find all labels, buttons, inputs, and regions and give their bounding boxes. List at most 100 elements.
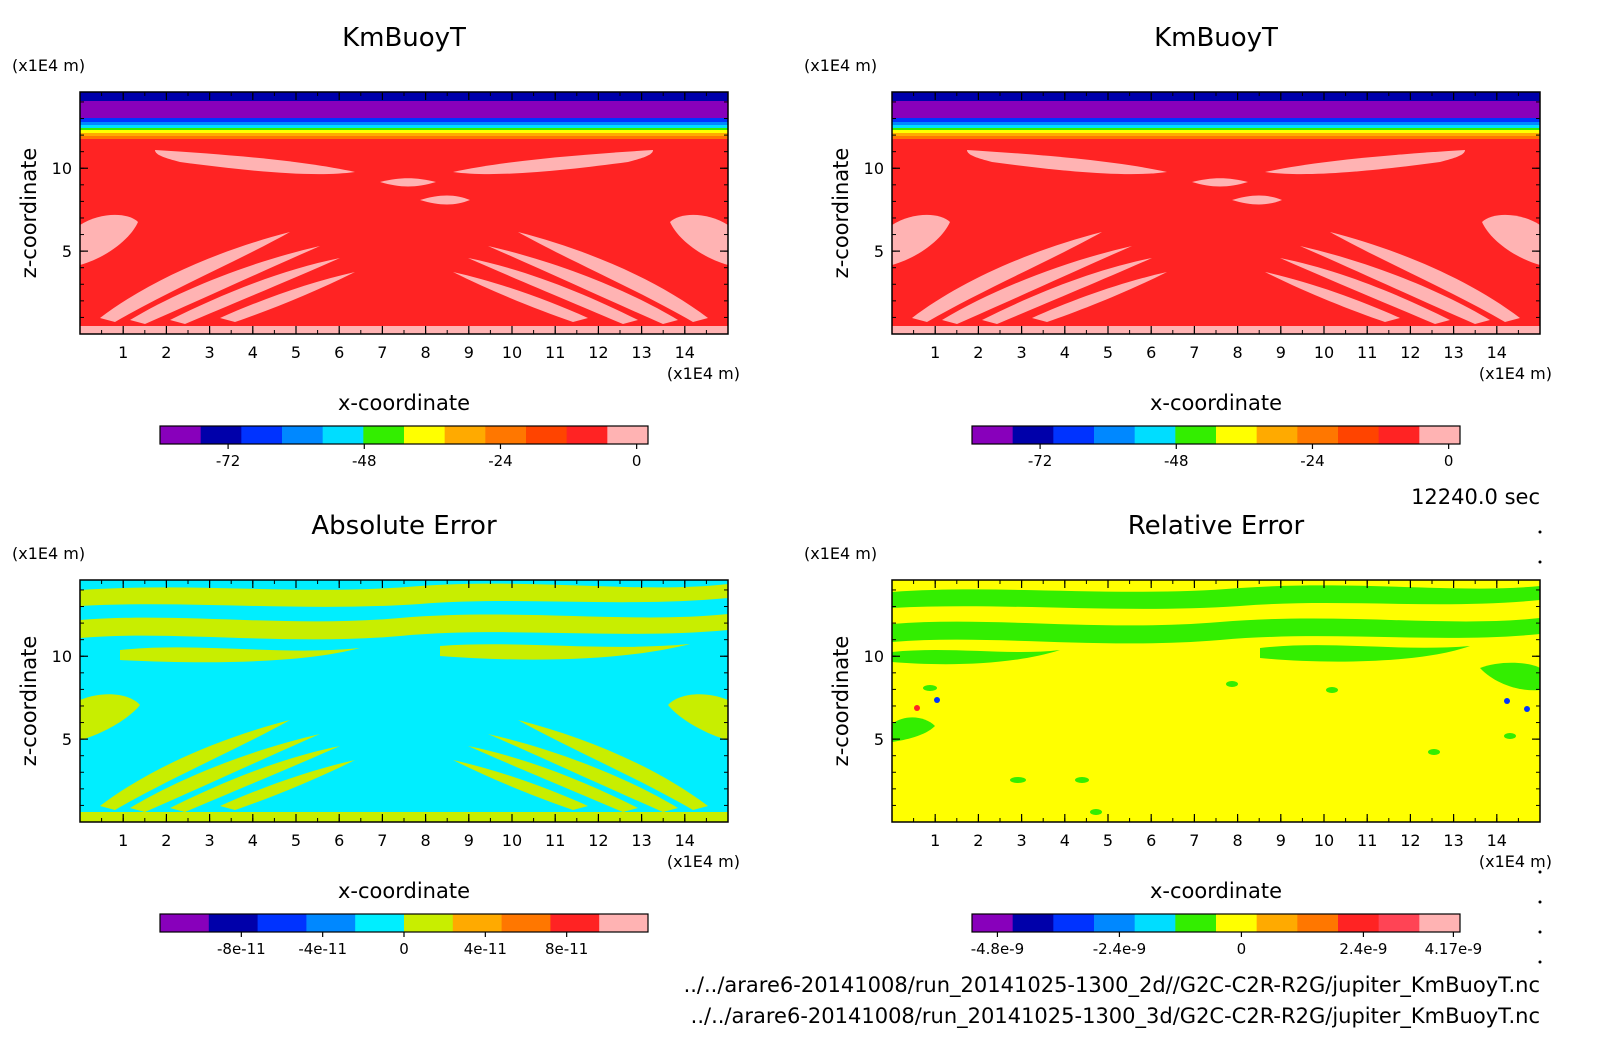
x-unit-label: (x1E4 m)	[1479, 852, 1552, 871]
x-tick-label: 7	[1189, 831, 1199, 850]
colorbar-segment	[322, 426, 364, 444]
x-tick-label: 7	[377, 343, 387, 362]
colorbar-segment	[1256, 914, 1298, 932]
colorbar-segment	[1297, 914, 1339, 932]
colorbar-segment	[444, 426, 486, 444]
x-tick-label: 6	[334, 831, 344, 850]
x-axis-ticks: 1 2 3 4 5 6 7 8 9 10 11 12 13 14	[913, 580, 1519, 850]
colorbar-segment	[257, 914, 307, 932]
colorbar-segment	[972, 426, 1014, 444]
x-tick-label: 13	[631, 831, 651, 850]
x-tick-label: 14	[1487, 831, 1507, 850]
colorbar: -72 -48 -24 0	[971, 425, 1461, 470]
colorbar-tick-label: -4.8e-9	[971, 940, 1024, 958]
y-axis-ticks: 5 10	[864, 589, 1540, 806]
colorbar-tick-label: 0	[1444, 452, 1454, 470]
x-tick-label: 13	[1443, 343, 1463, 362]
colorbar-tick-label: -2.4e-9	[1093, 940, 1146, 958]
y-axis-label: z-coordinate	[17, 636, 41, 767]
upper-bands	[892, 92, 1540, 139]
x-tick-label: 5	[291, 831, 301, 850]
y-tick-label: 10	[52, 647, 72, 666]
margin-dots	[1538, 530, 1542, 964]
x-tick-label: 12	[588, 343, 608, 362]
colorbar-segment	[404, 914, 454, 932]
x-tick-label: 2	[161, 343, 171, 362]
x-tick-label: 5	[291, 343, 301, 362]
y-tick-label: 5	[62, 242, 72, 261]
colorbar-tick-label: 2.4e-9	[1339, 940, 1387, 958]
colorbar-segment	[501, 914, 551, 932]
colorbar-segment	[160, 914, 210, 932]
green-structures	[892, 585, 1540, 815]
colorbar-segment	[200, 426, 242, 444]
colorbar-segment	[550, 914, 600, 932]
colorbar-segment	[160, 426, 202, 444]
y-axis-ticks: 5 10	[52, 101, 728, 318]
x-tick-label: 1	[118, 831, 128, 850]
x-axis-label: x-coordinate	[338, 879, 470, 903]
x-tick-label: 9	[464, 343, 474, 362]
panel-title: KmBuoyT	[342, 23, 466, 53]
colorbar-segment	[1419, 914, 1461, 932]
x-tick-label: 8	[1233, 343, 1243, 362]
colorbar-segment	[1216, 426, 1258, 444]
x-tick-label: 11	[545, 831, 565, 850]
upper-bands	[80, 92, 728, 139]
colorbar-tick-label: 4e-11	[464, 940, 507, 958]
y-unit-label: (x1E4 m)	[12, 56, 85, 75]
y-unit-label: (x1E4 m)	[804, 544, 877, 563]
x-axis-ticks: 1 2 3 4 5 6 7 8 9 10 11 12 13 14	[913, 92, 1519, 362]
file-path-2d: ../../arare6-20141008/run_20141025-1300_…	[684, 973, 1540, 998]
colorbar-segment	[1256, 426, 1298, 444]
x-tick-label: 8	[421, 831, 431, 850]
panel-title: Relative Error	[1128, 511, 1305, 541]
colorbar-segment	[1094, 426, 1136, 444]
x-tick-label: 3	[1017, 831, 1027, 850]
x-tick-label: 7	[377, 831, 387, 850]
colorbar-segment	[363, 426, 405, 444]
x-tick-label: 5	[1103, 831, 1113, 850]
x-tick-label: 9	[1276, 343, 1286, 362]
x-tick-label: 9	[1276, 831, 1286, 850]
colorbar-segment	[1419, 426, 1461, 444]
colorbar-tick-label: 0	[1237, 940, 1247, 958]
x-axis-label: x-coordinate	[1150, 391, 1282, 415]
colorbar-segment	[241, 426, 283, 444]
y-axis-label: z-coordinate	[829, 148, 853, 279]
x-tick-label: 3	[1017, 343, 1027, 362]
x-tick-label: 2	[973, 343, 983, 362]
y-unit-label: (x1E4 m)	[804, 56, 877, 75]
x-tick-label: 11	[1357, 343, 1377, 362]
x-tick-label: 10	[1314, 343, 1334, 362]
error-spots	[914, 697, 1530, 712]
colorbar-segment	[599, 914, 649, 932]
x-axis-label: x-coordinate	[1150, 879, 1282, 903]
colorbar-tick-label: -48	[352, 452, 377, 470]
x-tick-label: 6	[1146, 831, 1156, 850]
lime-structures	[80, 583, 728, 822]
colorbar-tick-label: 0	[632, 452, 642, 470]
x-tick-label: 4	[248, 831, 258, 850]
colorbar-segment	[1012, 914, 1054, 932]
x-tick-label: 12	[1400, 343, 1420, 362]
plot-area	[80, 92, 728, 334]
panel-kmbuoyt-2d: 1 2 3 4 5 6 7 8 9 10 11 12 13 14 510 KmBuoyT (x1E4 m)…	[12, 23, 740, 470]
plot-area	[80, 580, 728, 822]
colorbar-tick-label: -24	[1300, 452, 1325, 470]
y-tick-label: 5	[874, 242, 884, 261]
colorbar-segment	[1053, 914, 1095, 932]
x-tick-label: 1	[930, 343, 940, 362]
colorbar-segment	[1094, 914, 1136, 932]
colorbar-segment	[404, 426, 446, 444]
x-tick-label: 6	[1146, 343, 1156, 362]
colorbar: -8e-11 -4e-11 0 4e-11 8e-11	[159, 913, 649, 958]
colorbar-segment	[607, 426, 649, 444]
colorbar-segment	[1338, 426, 1380, 444]
x-tick-label: 4	[1060, 831, 1070, 850]
x-tick-label: 2	[161, 831, 171, 850]
colorbar-segment	[1053, 426, 1095, 444]
colorbar-tick-label: 0	[399, 940, 409, 958]
x-tick-label: 12	[1400, 831, 1420, 850]
x-tick-label: 14	[675, 343, 695, 362]
